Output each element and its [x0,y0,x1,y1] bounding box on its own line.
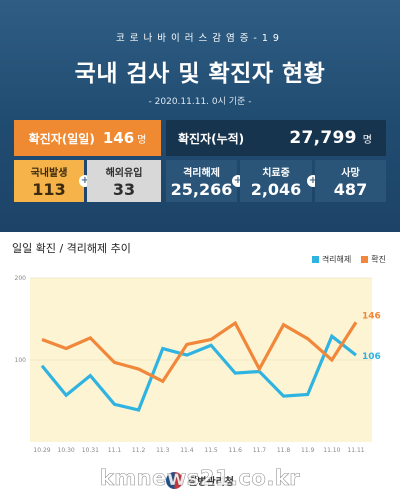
x-tick-label: 11.6 [229,447,243,454]
overseas-cases-box: 해외유입 33 [87,160,161,202]
released-label: 격리해제 [183,167,220,179]
chart-legend: 격리해제 확진 [302,254,386,265]
x-tick-label: 11.7 [253,447,267,454]
released-value: 25,266 [170,179,233,199]
in-treatment-box: 치료중 2,046 [240,160,312,202]
in-treatment-label: 치료중 [262,167,290,179]
deaths-label: 사망 [341,167,360,179]
cumulative-confirmed-value: 27,799 [289,128,357,148]
x-tick-label: 11.11 [347,447,364,454]
x-tick-label: 10.30 [58,447,75,454]
x-tick-label: 11.3 [156,447,170,454]
x-tick-label: 11.9 [301,447,315,454]
deaths-value: 487 [333,179,368,199]
cumulative-confirmed-unit: 명 [362,135,372,146]
government-emblem-icon [166,471,183,489]
legend-item-confirmed: 확진 [361,254,386,265]
x-tick-label: 11.10 [323,447,340,454]
line-chart: 200 100 10.29 10.30 10.31 11.1 11.2 11.3 11.4 11.… [15,275,381,454]
x-tick-label: 11.5 [204,447,218,454]
y-tick-label: 200 [15,275,27,282]
x-tick-label: 11.2 [132,447,146,454]
x-tick-label: 11.8 [277,447,291,454]
footer: 질병관리청 [0,466,400,494]
cumulative-confirmed-box: 확진자(누적) 27,799 명 [166,120,386,156]
series-line-0 [40,333,357,412]
legend-swatch-confirmed [361,256,369,263]
local-cases-box: 국내발생 113 [14,160,84,202]
header-panel: 코로나바이러스감염증-19 국내 검사 및 확진자 현황 - 2020.11.1… [0,0,400,232]
organization-name: 질병관리청 [188,476,234,488]
legend-label-released: 격리해제 [321,255,352,264]
legend-item-released: 격리해제 [311,254,352,265]
headline: 국내 검사 및 확진자 현황 [74,61,326,87]
daily-confirmed-unit: 명 [137,134,147,146]
daily-confirmed-value: 146 [102,129,135,147]
overseas-cases-value: 33 [112,179,136,199]
x-tick-label: 11.4 [180,447,194,454]
released-box: 격리해제 25,266 [166,160,237,202]
series-title: 코로나바이러스감염증-19 [116,33,284,44]
series-line-1 [41,320,358,384]
x-tick-label: 10.31 [82,447,99,454]
deaths-box: 사망 487 [315,160,386,202]
overseas-cases-label: 해외유입 [105,167,143,179]
y-tick-label: 100 [15,357,27,364]
cumulative-confirmed-label: 확진자(누적) [178,131,245,146]
end-value-label: 146 [362,311,381,321]
daily-confirmed-label: 확진자(일일) [28,131,95,146]
in-treatment-value: 2,046 [250,179,302,199]
daily-confirmed-box: 확진자(일일) 146 명 [14,120,161,156]
local-cases-label: 국내발생 [30,167,68,179]
end-value-label: 106 [362,352,381,362]
x-tick-label: 11.1 [108,447,122,454]
legend-label-confirmed: 확진 [371,255,386,264]
legend-swatch-released [311,256,319,263]
chart-title: 일일 확진 / 격리해제 추이 [12,242,131,255]
x-tick-label: 10.29 [33,447,50,454]
as-of-date: - 2020.11.11. 0시 기준 - [148,97,252,107]
local-cases-value: 113 [32,179,66,199]
watermark: kmnews21.co.kr [99,466,301,491]
